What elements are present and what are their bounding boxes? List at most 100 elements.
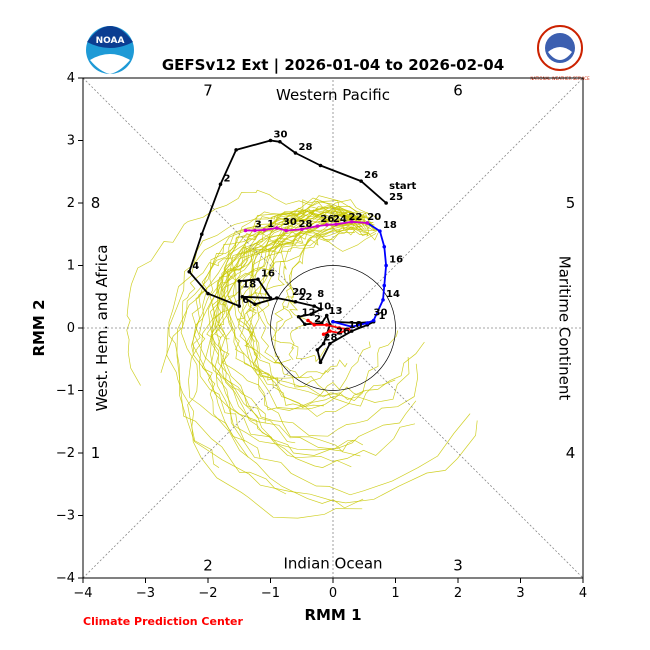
ensemble-member-line — [242, 233, 377, 409]
day-label: 14 — [386, 289, 400, 300]
day-label: 26 — [336, 326, 350, 337]
day-label: 13 — [329, 306, 343, 317]
series-point-1 — [382, 244, 387, 249]
series-point-3 — [365, 221, 370, 225]
series-point-2 — [312, 323, 317, 327]
series-point-3 — [253, 228, 257, 233]
series-point-0 — [324, 313, 329, 318]
series-point-1 — [384, 263, 388, 268]
x-tick-label: 1 — [391, 586, 399, 601]
day-label: 22 — [349, 212, 363, 223]
x-tick-label: 0 — [329, 586, 337, 601]
series-point-2 — [337, 326, 342, 330]
series-point-0 — [237, 279, 242, 283]
ensemble-member-line — [215, 222, 419, 437]
series-point-0 — [321, 341, 326, 346]
day-label: 3 — [255, 220, 262, 231]
phase-number-4: 4 — [566, 444, 576, 462]
ensemble-member-line — [249, 206, 360, 388]
y-tick-label: 2 — [67, 196, 75, 211]
day-label: 26 — [364, 170, 378, 181]
series-point-3 — [315, 224, 320, 228]
day-label: 30 — [274, 130, 288, 141]
day-label: 25 — [389, 192, 403, 203]
series-point-0 — [318, 163, 323, 168]
y-tick-label: −3 — [56, 509, 75, 524]
day-label: 16 — [261, 268, 275, 279]
ensemble-member-line — [214, 204, 366, 444]
unit-circle — [270, 265, 396, 391]
series-point-3 — [274, 226, 279, 230]
y-tick-label: 3 — [67, 134, 75, 149]
noaa-logo: NOAA — [86, 26, 134, 74]
series-point-0 — [293, 299, 298, 304]
ensemble-member-line — [249, 215, 410, 403]
phase-number-6: 6 — [453, 82, 463, 100]
series-point-0 — [309, 312, 313, 317]
series-point-0 — [278, 139, 282, 144]
day-label: 10 — [317, 301, 331, 312]
series-point-0 — [274, 296, 279, 300]
phase-number-8: 8 — [91, 194, 101, 212]
day-label: 10 — [349, 320, 363, 331]
region-label-right: Maritime Continent — [555, 256, 573, 401]
phase-number-5: 5 — [566, 194, 576, 212]
series-point-0 — [359, 179, 363, 183]
phase-number-3: 3 — [453, 557, 463, 575]
series-point-0 — [253, 302, 257, 307]
phase-number-1: 1 — [91, 444, 101, 462]
noaa-logo-text: NOAA — [96, 36, 125, 46]
series-point-0 — [349, 329, 354, 333]
y-tick-label: 4 — [67, 71, 75, 86]
day-label: 30 — [374, 308, 388, 319]
chart-title: GEFSv12 Ext | 2026-01-04 to 2026-02-04 — [162, 56, 504, 75]
x-tick-label: 4 — [579, 586, 587, 601]
series-point-0 — [318, 360, 323, 365]
ensemble-member-line — [217, 205, 373, 438]
series-point-0 — [240, 294, 245, 299]
day-label: 1 — [379, 311, 386, 322]
phase-guide-line — [82, 77, 584, 579]
x-tick-label: 2 — [454, 586, 462, 601]
series-point-0 — [268, 296, 273, 300]
series-point-0 — [318, 307, 323, 312]
series-line-1 — [332, 222, 388, 328]
series-point-0 — [268, 138, 273, 143]
ensemble-members — [126, 189, 478, 519]
day-label: 28 — [324, 333, 338, 344]
series-point-0 — [187, 269, 192, 274]
day-label: 4 — [192, 261, 199, 272]
ensemble-member-line — [258, 219, 377, 379]
series-point-1 — [349, 324, 354, 329]
day-label: 1 — [267, 219, 274, 230]
day-label: 16 — [389, 255, 403, 266]
day-label: 22 — [299, 292, 313, 303]
series-point-3 — [299, 227, 304, 232]
ensemble-member-line — [180, 228, 355, 468]
credit-text: Climate Prediction Center — [83, 615, 243, 628]
ensemble-member-line — [192, 224, 364, 509]
series-point-0 — [384, 201, 388, 205]
ensemble-member-line — [199, 207, 365, 442]
day-label: 12 — [302, 308, 316, 319]
nws-logo: NATIONAL WEATHER SERVICE — [530, 25, 590, 81]
phase-number-7: 7 — [203, 82, 213, 100]
day-label: 20 — [367, 212, 381, 223]
day-label: 28 — [299, 142, 313, 153]
ensemble-member-line — [286, 215, 367, 361]
series-point-0 — [199, 232, 204, 237]
series-point-0 — [296, 314, 301, 319]
ensemble-member-line — [194, 217, 416, 462]
ensemble-member-line — [246, 215, 399, 402]
y-tick-label: −4 — [56, 571, 75, 586]
region-label-top: Western Pacific — [276, 86, 390, 104]
series-point-1 — [371, 318, 376, 323]
series-point-0 — [356, 321, 360, 325]
x-tick-label: −4 — [73, 586, 92, 601]
series-point-0 — [237, 304, 242, 308]
y-tick-label: 1 — [67, 259, 75, 274]
series-point-0 — [293, 151, 298, 155]
day-label: 20 — [292, 287, 306, 298]
series-point-2 — [324, 323, 329, 327]
